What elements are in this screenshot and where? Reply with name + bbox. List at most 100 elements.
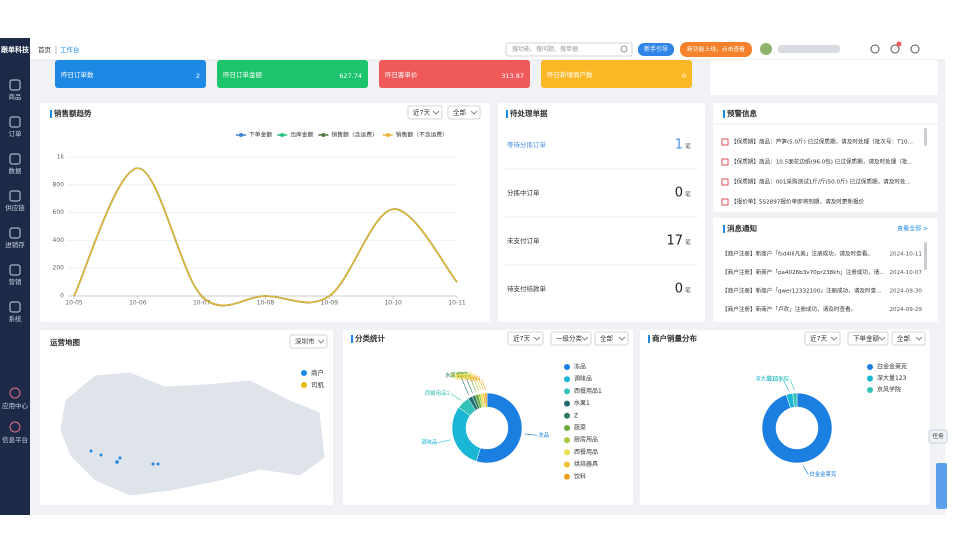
- header-icon[interactable]: [890, 44, 900, 54]
- legend-label[interactable]: 冻品: [574, 363, 586, 371]
- legend-dot: [564, 449, 570, 456]
- pie-slice[interactable]: [475, 392, 523, 464]
- leader-line: [478, 377, 484, 391]
- nav-icon: [9, 264, 21, 276]
- legend-label[interactable]: 厨房用品: [574, 436, 598, 444]
- alert-icon: [721, 158, 729, 166]
- dropdown[interactable]: [847, 331, 889, 346]
- slice-label: 西餐用品: [453, 372, 475, 380]
- dropdown-label[interactable]: 近7天: [810, 334, 828, 343]
- dropdown-label[interactable]: 近7天: [413, 108, 431, 117]
- nav-item[interactable]: 营销: [9, 277, 23, 286]
- guide-button-label[interactable]: 新手引导: [644, 45, 668, 53]
- dropdown[interactable]: [891, 331, 926, 346]
- dropdown[interactable]: [447, 105, 481, 120]
- promo-label[interactable]: 新功能上线，点击查看: [687, 45, 745, 53]
- message-text[interactable]: 【商户注册】新商户「qwer12332100」注册成功，请及时查...: [722, 287, 882, 295]
- slice-label: 深大量123: [755, 374, 781, 382]
- view-all-link[interactable]: 查看全部 >: [897, 225, 928, 233]
- legend-label[interactable]: 西餐用品1: [574, 387, 602, 395]
- notify-badge: [896, 41, 902, 47]
- nav-item[interactable]: 应用中心: [2, 401, 29, 410]
- dropdown-label[interactable]: 全部: [600, 334, 614, 343]
- legend-label[interactable]: 蔬菜: [574, 424, 586, 432]
- nav-item[interactable]: 信息平台: [2, 435, 28, 444]
- title-bar: [723, 225, 725, 233]
- chevron: [317, 339, 325, 344]
- nav-item[interactable]: 商品: [9, 92, 22, 101]
- legend-label[interactable]: 饮料: [574, 472, 586, 480]
- y-tick-label: 800: [53, 181, 65, 188]
- pie-slice[interactable]: [792, 392, 798, 408]
- legend-label[interactable]: 深大量123: [877, 374, 907, 382]
- promo-button[interactable]: [680, 42, 752, 57]
- legend-dot: [321, 133, 326, 137]
- message-text[interactable]: 【商户注册】新商户「卢欢」注册成功，请及时查看。: [722, 305, 856, 313]
- task-button[interactable]: [928, 429, 948, 444]
- side-tab[interactable]: [936, 463, 947, 509]
- legend-dot: [867, 387, 873, 393]
- pending-label[interactable]: 未支付订单: [507, 236, 540, 245]
- dropdown[interactable]: [550, 331, 592, 346]
- legend-label[interactable]: 京风学院: [877, 386, 901, 394]
- slice-label: 烘焙器具: [456, 374, 478, 382]
- legend-label[interactable]: 调味品: [574, 375, 592, 383]
- chevron: [618, 336, 626, 341]
- dropdown-label[interactable]: 深圳市: [295, 337, 315, 346]
- alert-text[interactable]: 【保质期】商品：10.5面花边纸(96.0包) 已过保质期，请及时处理（批...: [731, 158, 913, 166]
- chevron: [533, 336, 541, 341]
- task-button-label[interactable]: 任务: [932, 432, 944, 440]
- nav-item[interactable]: 供应链: [5, 203, 25, 212]
- pending-unit: 笔: [685, 191, 691, 199]
- legend-label[interactable]: 西餐用品: [574, 448, 598, 456]
- alert-text[interactable]: 【报价单】5S2897报价单即将到期，请及时更新报价: [731, 198, 865, 206]
- message-text[interactable]: 【商户注册】新商户「fsd4lll凡美」注册成功，请及时查看。: [722, 250, 873, 258]
- panel-title: 分类统计: [355, 333, 385, 343]
- header-icon[interactable]: [910, 44, 920, 54]
- search-box[interactable]: [505, 42, 633, 57]
- legend-dot: [867, 364, 873, 370]
- dropdown[interactable]: [289, 334, 328, 349]
- alert-text[interactable]: 【保质期】商品：芦笋(5.0斤) 已过保质期，请及时处理（批次号：T10...: [731, 138, 913, 146]
- title-bar: [351, 335, 353, 343]
- nav-item[interactable]: 系统: [9, 314, 23, 323]
- header-icon[interactable]: [870, 44, 880, 54]
- alert-icon: [721, 138, 729, 146]
- dropdown[interactable]: [804, 331, 841, 346]
- x-tick-label: 10-10: [384, 300, 402, 307]
- map-dot: [99, 453, 103, 457]
- dropdown[interactable]: [407, 105, 443, 120]
- panel: [343, 330, 633, 505]
- legend-label[interactable]: 水果1: [574, 399, 590, 407]
- pending-count: 1: [675, 138, 683, 153]
- guide-button[interactable]: [638, 43, 674, 56]
- dropdown-label[interactable]: 一级分类: [556, 334, 583, 343]
- chevron: [432, 110, 440, 115]
- pie-slice[interactable]: [761, 392, 833, 464]
- dropdown-label[interactable]: 近7天: [513, 334, 531, 343]
- alert-text[interactable]: 【保质期】商品：001采购测试1斤/斤(50.0斤) 已过保质期，请及时处...: [731, 178, 911, 186]
- dropdown-label[interactable]: 全部: [897, 334, 911, 343]
- pending-label[interactable]: 等待分拣订单: [507, 140, 547, 149]
- pie-slice[interactable]: [484, 392, 488, 408]
- message-text[interactable]: 【商户注册】新商户「pa4026b3v70pr238kh」注册成功，请...: [722, 268, 885, 276]
- legend-label[interactable]: 白金金莱克: [877, 363, 907, 371]
- series-line: [73, 167, 458, 307]
- nav-item[interactable]: 订单: [9, 129, 23, 138]
- legend-label[interactable]: 烘焙器具: [574, 460, 598, 468]
- breadcrumb[interactable]: 首页: [38, 45, 52, 54]
- nav-item[interactable]: 数据: [9, 166, 23, 175]
- legend-dot: [564, 376, 570, 383]
- dropdown[interactable]: [507, 331, 544, 346]
- dropdown-label[interactable]: 全部: [453, 108, 467, 117]
- alert-icon: [721, 198, 729, 206]
- pending-label[interactable]: 待支付结款单: [507, 284, 547, 293]
- kpi-label: 昨日订单数: [61, 70, 94, 79]
- avatar[interactable]: [760, 43, 772, 55]
- pending-label[interactable]: 分拣中订单: [507, 188, 540, 197]
- nav-item[interactable]: 进销存: [5, 240, 25, 249]
- dropdown-label[interactable]: 下单金额: [853, 334, 880, 343]
- legend-label[interactable]: Z: [574, 412, 578, 419]
- dropdown[interactable]: [594, 331, 629, 346]
- kpi-card: [55, 60, 206, 88]
